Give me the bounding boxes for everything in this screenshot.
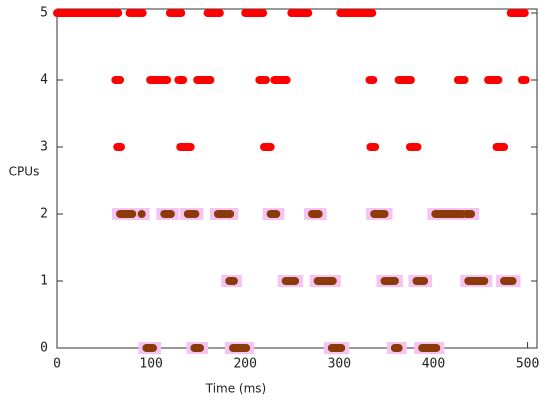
x-tick-label: 0: [53, 357, 61, 372]
x-tick-label: 200: [233, 357, 256, 372]
y-tick-label: 0: [40, 341, 48, 356]
y-tick-label: 1: [40, 274, 48, 289]
x-tick-label: 500: [516, 357, 539, 372]
x-tick-label: 300: [328, 357, 351, 372]
y-tick-label: 2: [40, 207, 48, 222]
x-tick-label: 100: [139, 357, 162, 372]
y-tick-label: 5: [40, 6, 48, 21]
y-tick-label: 3: [40, 140, 48, 155]
x-axis-label: Time (ms): [205, 382, 267, 396]
x-tick-label: 400: [422, 357, 445, 372]
y-tick-label: 4: [40, 73, 48, 88]
plot-frame: [56, 8, 538, 349]
y-axis-label: CPUs: [9, 165, 40, 179]
